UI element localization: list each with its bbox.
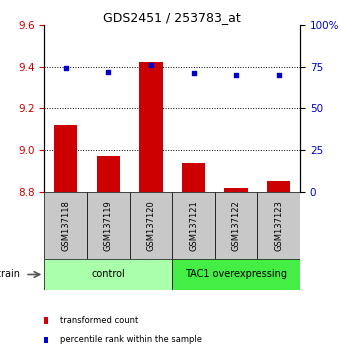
- Point: [233, 72, 239, 78]
- Text: strain: strain: [0, 269, 21, 280]
- Text: GSM137123: GSM137123: [274, 200, 283, 251]
- Bar: [182, 162, 205, 192]
- Text: GSM137118: GSM137118: [61, 200, 70, 251]
- Bar: [44, 259, 172, 290]
- Text: GSM137120: GSM137120: [146, 200, 155, 251]
- Bar: [257, 192, 300, 259]
- Text: GSM137122: GSM137122: [232, 200, 241, 251]
- Bar: [267, 182, 291, 192]
- Text: control: control: [91, 269, 125, 280]
- Bar: [54, 125, 77, 192]
- Text: GSM137119: GSM137119: [104, 200, 113, 251]
- Text: transformed count: transformed count: [60, 316, 138, 325]
- Bar: [87, 192, 130, 259]
- Point: [148, 62, 153, 68]
- Text: TAC1 overexpressing: TAC1 overexpressing: [185, 269, 287, 280]
- Title: GDS2451 / 253783_at: GDS2451 / 253783_at: [103, 11, 241, 24]
- Text: percentile rank within the sample: percentile rank within the sample: [60, 335, 202, 344]
- Text: GSM137121: GSM137121: [189, 200, 198, 251]
- Bar: [44, 192, 87, 259]
- Point: [191, 70, 196, 76]
- Bar: [130, 192, 172, 259]
- Bar: [172, 259, 300, 290]
- Bar: [215, 192, 257, 259]
- Bar: [97, 156, 120, 192]
- Bar: [172, 192, 215, 259]
- Bar: [224, 188, 248, 192]
- Point: [276, 72, 282, 78]
- Bar: [139, 62, 163, 192]
- Point: [63, 65, 68, 71]
- Point: [106, 69, 111, 74]
